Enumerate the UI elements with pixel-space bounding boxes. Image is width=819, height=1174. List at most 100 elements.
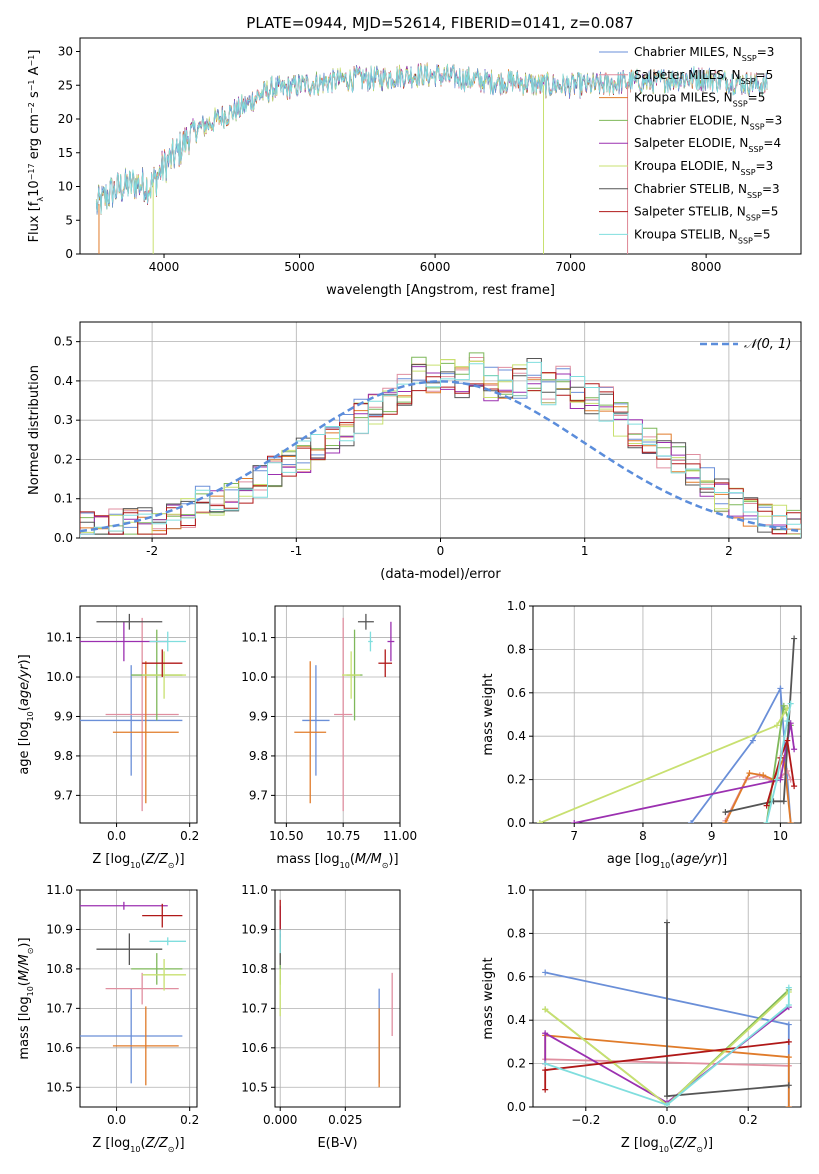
- y-tick-label: 10.8: [46, 962, 73, 976]
- weight-marker: [542, 969, 549, 976]
- weight-marker: [746, 770, 753, 777]
- y-axis-label: mass weight: [481, 673, 496, 755]
- weight-marker: [785, 1104, 792, 1107]
- y-tick-label: 9.9: [249, 709, 268, 723]
- y-tick-label: 0.2: [54, 452, 73, 466]
- spectrum-series-line: [95, 64, 768, 214]
- legend-entry: Kroupa ELODIE, NSSP=3: [634, 159, 773, 177]
- y-tick-label: 0.2: [507, 773, 526, 787]
- y-tick-label: 0.1: [54, 492, 73, 506]
- y-tick-label: 10.5: [46, 1080, 73, 1094]
- y-tick-label: 10.6: [241, 1041, 268, 1055]
- weight-marker: [536, 820, 543, 823]
- weight-marker: [777, 685, 784, 692]
- y-tick-label: 0.6: [507, 686, 526, 700]
- legend-entry: Kroupa MILES, NSSP=5: [634, 91, 765, 109]
- x-tick-label: 0: [437, 544, 445, 558]
- y-tick-label: 10.6: [46, 1041, 73, 1055]
- y-tick-label: 25: [58, 78, 73, 92]
- legend-entry: Kroupa STELIB, NSSP=5: [634, 227, 771, 245]
- y-tick-label: 30: [58, 45, 73, 59]
- y-tick-label: 0: [65, 247, 73, 261]
- weight-marker: [785, 1038, 792, 1045]
- x-axis-label: E(B-V): [317, 1136, 357, 1151]
- axes-frame: [274, 889, 401, 1108]
- weight-vs-metallicity-chart: −0.2 0.0 0.2 0.0 0.2 0.4 0.6 0.8 1.0 Z [log10(Z/Z…: [481, 883, 802, 1154]
- y-tick-label: 10.1: [46, 631, 73, 645]
- y-tick-label: 1.0: [507, 883, 526, 897]
- axes-frame: [532, 605, 802, 824]
- axes-frame: [79, 605, 198, 824]
- weight-marker: [760, 772, 767, 779]
- weight-marker: [784, 718, 791, 725]
- x-tick-label: 2: [725, 544, 733, 558]
- x-axis-label: Z [log10(Z/Z⊙)]: [621, 1136, 713, 1154]
- legend-entry: 𝒩(0, 1): [744, 337, 791, 352]
- weight-marker: [780, 702, 787, 709]
- y-tick-label: 10.7: [46, 1001, 73, 1015]
- y-tick-label: 10.9: [241, 922, 268, 936]
- x-tick-label: −0.2: [571, 1113, 600, 1127]
- x-tick-label: 0.2: [180, 829, 199, 843]
- weight-marker: [791, 746, 798, 753]
- y-tick-label: 0.4: [54, 374, 73, 388]
- y-axis-label: Flux [fλ10−17 erg cm−2 s−1 A−1]: [27, 50, 45, 243]
- x-axis-label: Z [log10(Z/Z⊙)]: [92, 1136, 184, 1154]
- weight-marker: [542, 1067, 549, 1074]
- error-bars-group: [294, 613, 395, 812]
- weight-marker: [749, 737, 756, 744]
- y-tick-label: 0.2: [507, 1057, 526, 1071]
- axes-frame: [274, 605, 401, 824]
- weight-marker: [542, 1086, 549, 1093]
- weight-line: [544, 987, 790, 1106]
- y-axis-label: mass [log10(M/M⊙)]: [17, 937, 35, 1059]
- weight-marker: [688, 820, 695, 823]
- weight-lines-group: [542, 919, 792, 1107]
- weight-marker: [664, 1101, 670, 1107]
- axes-frame: [79, 889, 198, 1108]
- weight-line: [765, 703, 792, 823]
- weight-lines-group: [536, 635, 798, 823]
- y-tick-label: 15: [58, 146, 73, 160]
- axes-frame: [79, 37, 802, 255]
- x-tick-label: 11.00: [383, 829, 417, 843]
- weight-line: [765, 737, 795, 806]
- x-axis-label: age [log10(age/yr)]: [607, 852, 727, 870]
- legend-entry: Chabrier ELODIE, NSSP=3: [634, 113, 782, 130]
- weight-marker: [763, 802, 770, 809]
- y-tick-label: 10.7: [241, 1001, 268, 1015]
- weight-marker: [773, 776, 780, 783]
- x-tick-label: -2: [146, 544, 158, 558]
- weight-marker: [785, 1082, 792, 1089]
- y-tick-label: 0.3: [54, 413, 73, 427]
- x-tick-label: 6000: [420, 260, 451, 274]
- error-bars-group: [279, 899, 393, 1088]
- x-tick-label: 5000: [284, 260, 315, 274]
- weight-marker: [787, 700, 794, 707]
- legend-entry: Salpeter ELODIE, NSSP=4: [634, 136, 781, 154]
- x-tick-label: 4000: [149, 260, 180, 274]
- error-bars-group: [80, 901, 187, 1086]
- weight-marker: [542, 1030, 549, 1037]
- legend-entry: Salpeter MILES, NSSP=5: [634, 68, 773, 86]
- mass-vs-metallicity-chart: 0.0 0.2 10.5 10.6 10.7 10.8 10.9 11.0 Z [log10(Z…: [17, 883, 199, 1154]
- x-axis-label: wavelength [Angstrom, rest frame]: [326, 283, 555, 298]
- y-tick-label: 9.7: [54, 788, 73, 802]
- weight-marker: [664, 919, 670, 926]
- spectrum-chart: 4000 5000 6000 7000 8000 0 5 10 15 20 25 30 waveleng…: [27, 37, 802, 298]
- weight-line: [724, 754, 792, 823]
- x-tick-label: 10: [773, 829, 788, 843]
- weight-line: [725, 638, 795, 813]
- y-tick-label: 11.0: [46, 883, 73, 897]
- x-axis-label: Z [log10(Z/Z⊙)]: [92, 852, 184, 870]
- weight-marker: [785, 1021, 792, 1028]
- age-vs-mass-chart: 10.50 10.75 11.00 9.7 9.8 9.9 10.0 10.1 mass [lo…: [241, 605, 417, 870]
- weight-marker: [722, 820, 729, 823]
- y-axis-label: age [log10(age/yr)]: [17, 654, 35, 774]
- legend-entry: Chabrier MILES, NSSP=3: [634, 45, 774, 63]
- histogram-step: [80, 358, 801, 538]
- y-tick-label: 0.4: [507, 1013, 526, 1027]
- legend-entry: Chabrier STELIB, NSSP=3: [634, 182, 780, 200]
- weight-marker: [664, 1093, 670, 1100]
- x-tick-label: 0.2: [739, 1113, 758, 1127]
